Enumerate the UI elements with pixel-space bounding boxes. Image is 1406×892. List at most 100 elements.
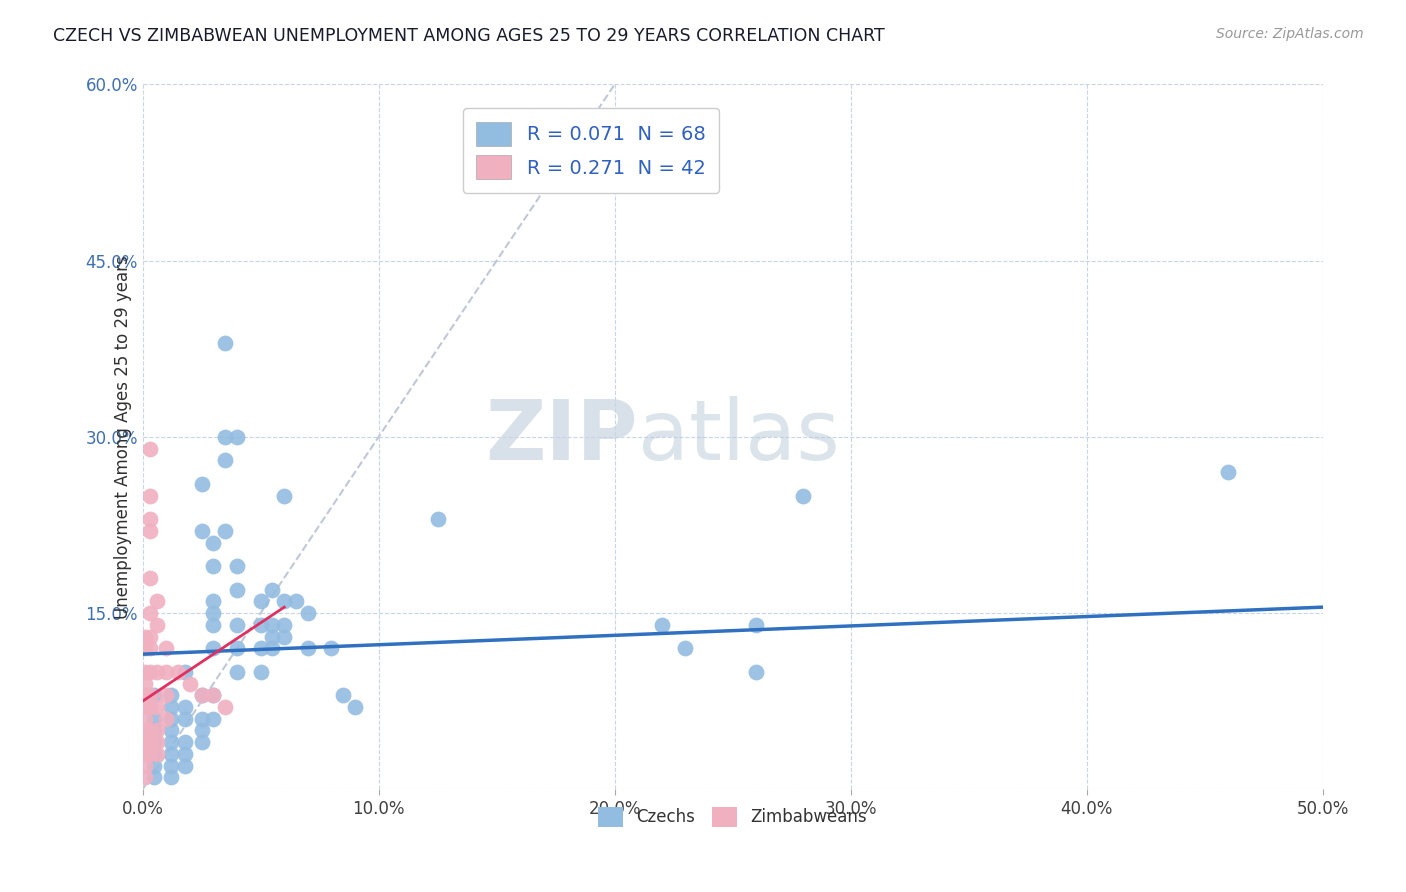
- Point: [146, 594, 169, 608]
- Point: [143, 712, 166, 726]
- Point: [155, 665, 177, 679]
- Point: [214, 430, 236, 444]
- Point: [226, 582, 249, 597]
- Point: [143, 688, 166, 702]
- Point: [262, 617, 284, 632]
- Point: [134, 700, 156, 714]
- Point: [139, 641, 162, 656]
- Point: [143, 735, 166, 749]
- Point: [226, 559, 249, 574]
- Point: [226, 665, 249, 679]
- Point: [134, 735, 156, 749]
- Text: ZIP: ZIP: [485, 396, 638, 477]
- Point: [202, 559, 225, 574]
- Point: [675, 641, 697, 656]
- Point: [226, 641, 249, 656]
- Point: [174, 665, 197, 679]
- Point: [146, 747, 169, 761]
- Point: [226, 617, 249, 632]
- Point: [139, 630, 162, 644]
- Point: [160, 747, 183, 761]
- Point: [160, 723, 183, 738]
- Point: [174, 758, 197, 772]
- Point: [202, 641, 225, 656]
- Point: [174, 747, 197, 761]
- Point: [134, 665, 156, 679]
- Point: [143, 747, 166, 761]
- Point: [134, 712, 156, 726]
- Point: [134, 676, 156, 690]
- Point: [139, 688, 162, 702]
- Point: [155, 688, 177, 702]
- Point: [139, 442, 162, 456]
- Point: [139, 700, 162, 714]
- Point: [262, 641, 284, 656]
- Point: [332, 688, 354, 702]
- Point: [262, 630, 284, 644]
- Point: [143, 758, 166, 772]
- Point: [155, 712, 177, 726]
- Text: CZECH VS ZIMBABWEAN UNEMPLOYMENT AMONG AGES 25 TO 29 YEARS CORRELATION CHART: CZECH VS ZIMBABWEAN UNEMPLOYMENT AMONG A…: [53, 27, 886, 45]
- Point: [139, 512, 162, 526]
- Point: [190, 524, 212, 538]
- Point: [190, 688, 212, 702]
- Point: [143, 771, 166, 785]
- Point: [273, 630, 295, 644]
- Point: [214, 524, 236, 538]
- Point: [273, 617, 295, 632]
- Point: [134, 723, 156, 738]
- Point: [214, 700, 236, 714]
- Point: [139, 723, 162, 738]
- Point: [321, 641, 343, 656]
- Point: [190, 723, 212, 738]
- Point: [297, 641, 319, 656]
- Point: [202, 594, 225, 608]
- Point: [202, 712, 225, 726]
- Point: [139, 747, 162, 761]
- Text: Source: ZipAtlas.com: Source: ZipAtlas.com: [1216, 27, 1364, 41]
- Point: [202, 688, 225, 702]
- Point: [143, 723, 166, 738]
- Legend: Czechs, Zimbabweans: Czechs, Zimbabweans: [592, 800, 873, 834]
- Point: [190, 688, 212, 702]
- Point: [249, 641, 271, 656]
- Point: [190, 712, 212, 726]
- Point: [134, 630, 156, 644]
- Point: [174, 700, 197, 714]
- Point: [174, 712, 197, 726]
- Point: [146, 665, 169, 679]
- Point: [139, 489, 162, 503]
- Point: [190, 476, 212, 491]
- Point: [134, 771, 156, 785]
- Point: [134, 641, 156, 656]
- Point: [139, 665, 162, 679]
- Text: atlas: atlas: [638, 396, 839, 477]
- Point: [134, 688, 156, 702]
- Point: [745, 617, 768, 632]
- Y-axis label: Unemployment Among Ages 25 to 29 years: Unemployment Among Ages 25 to 29 years: [114, 255, 132, 619]
- Point: [1218, 465, 1240, 479]
- Point: [167, 665, 190, 679]
- Point: [146, 735, 169, 749]
- Point: [202, 688, 225, 702]
- Point: [792, 489, 814, 503]
- Point: [160, 771, 183, 785]
- Point: [249, 594, 271, 608]
- Point: [134, 747, 156, 761]
- Point: [226, 430, 249, 444]
- Point: [202, 617, 225, 632]
- Point: [160, 712, 183, 726]
- Point: [174, 735, 197, 749]
- Point: [155, 641, 177, 656]
- Point: [651, 617, 673, 632]
- Point: [146, 723, 169, 738]
- Point: [190, 735, 212, 749]
- Point: [344, 700, 367, 714]
- Point: [285, 594, 308, 608]
- Point: [426, 512, 449, 526]
- Point: [139, 735, 162, 749]
- Point: [202, 606, 225, 620]
- Point: [134, 758, 156, 772]
- Point: [297, 606, 319, 620]
- Point: [160, 700, 183, 714]
